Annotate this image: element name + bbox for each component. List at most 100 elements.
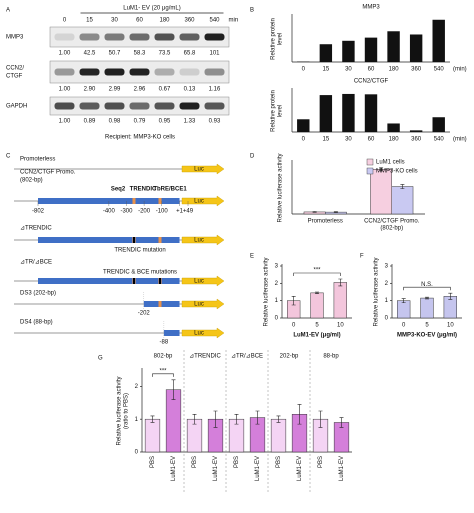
x-tick-label: PBS	[192, 456, 198, 468]
position-label: -400	[103, 209, 116, 215]
error-bar	[315, 291, 319, 295]
y-axis-label: Relative luciferase activity	[117, 376, 123, 445]
error-bar	[312, 211, 317, 213]
row-label: MMP3	[6, 35, 24, 41]
panel-letter: D	[250, 154, 255, 160]
bar	[310, 292, 324, 319]
y-axis-label: Relative luciferase activity	[278, 153, 284, 222]
x-tick-label: 360	[411, 137, 422, 143]
construct-label: CCN2/CTGF Promo.	[20, 170, 76, 176]
bar	[364, 37, 378, 62]
recipient-label: Recipient: MMP3-KO cells	[105, 135, 175, 141]
luc-label: Luc	[194, 238, 204, 244]
blot-band	[179, 33, 200, 41]
position-label: +1	[176, 209, 184, 215]
blot-band	[204, 33, 225, 41]
error-bar	[379, 167, 384, 172]
element-label: TRENDIC	[130, 187, 157, 193]
x-tick-label: 180	[389, 137, 400, 143]
y-tick-label: 0	[385, 316, 389, 322]
panel-letter: E	[250, 254, 254, 260]
band-quant: 2.90	[84, 87, 96, 93]
y-axis-label: level	[278, 33, 284, 45]
panel-letter: B	[250, 8, 254, 14]
row-label: GAPDH	[6, 104, 27, 110]
position-label: -802	[32, 209, 45, 215]
band-quant: 50.7	[109, 51, 121, 57]
promoter-box	[38, 237, 180, 243]
x-tick-label: LuM1-EV	[213, 456, 219, 481]
panel-letter: F	[360, 254, 364, 260]
group-label: 202-bp	[280, 354, 299, 360]
x-tick-label: LuM1-EV	[339, 456, 345, 481]
bar	[370, 169, 393, 215]
mutation-note: TRENDIC & BCE mutations	[103, 270, 177, 276]
x-tick-label: PBS	[234, 456, 240, 468]
bar	[364, 94, 378, 132]
band-quant: 0.95	[159, 119, 171, 125]
significance-label: ***	[313, 268, 321, 274]
blot-band	[54, 102, 75, 110]
y-tick-label: 2	[385, 281, 389, 287]
x-tick-label: PBS	[318, 456, 324, 468]
band-quant: 1.00	[59, 51, 71, 57]
element-mark	[158, 301, 162, 307]
bar	[319, 95, 333, 132]
y-tick-label: 1	[385, 298, 389, 304]
luc-arrow	[181, 234, 225, 246]
blot-band	[79, 33, 100, 41]
position-label: -200	[138, 209, 151, 215]
significance-bracket	[152, 373, 174, 377]
error-bar	[425, 296, 429, 300]
y-axis-label: Relative protein	[271, 90, 277, 132]
x-tick-label: 540	[434, 67, 445, 73]
y-axis-label: (ratio to PBS)	[124, 393, 130, 429]
lane-label: 360	[184, 18, 195, 24]
bar	[297, 119, 310, 132]
blot-band	[129, 33, 150, 41]
x-tick-label: 0	[402, 323, 406, 329]
blot-band	[129, 68, 150, 76]
significance-label: N.S.	[421, 282, 433, 288]
band-quant: 2.96	[134, 87, 146, 93]
position-label: -300	[120, 209, 133, 215]
band-quant: 65.8	[184, 51, 196, 57]
promoter-box	[143, 301, 180, 307]
luc-arrow	[181, 298, 225, 310]
band-quant: 42.5	[84, 51, 96, 57]
treatment-label: LuM1- EV (20 μg/mL)	[123, 6, 180, 12]
construct-label: DS3 (202-bp)	[20, 291, 56, 297]
y-tick-label: 2	[275, 281, 279, 287]
bar	[391, 186, 414, 215]
y-axis-label: Relative protein	[271, 18, 277, 60]
panel-letter: C	[6, 154, 11, 160]
blot-band	[204, 102, 225, 110]
lane-label: 0	[63, 18, 67, 24]
x-unit: (min)	[453, 67, 467, 73]
blot-band	[104, 33, 125, 41]
y-axis-label: level	[278, 105, 284, 117]
x-tick-label: LuM1-EV	[297, 456, 303, 481]
x-tick-label: 30	[345, 67, 352, 73]
x-tick-label: 5	[425, 323, 429, 329]
bar	[319, 44, 333, 62]
error-bar	[150, 415, 155, 423]
x-tick-label: 360	[411, 67, 422, 73]
luc-label: Luc	[194, 302, 204, 308]
blot-band	[129, 102, 150, 110]
group-label: 88-bp	[323, 354, 339, 360]
luc-arrow	[181, 275, 225, 287]
bar	[387, 31, 400, 62]
x-tick-label: 30	[345, 137, 352, 143]
blot-band	[154, 33, 175, 41]
band-quant: 0.67	[159, 87, 171, 93]
mutation-mark	[133, 278, 135, 284]
error-bar	[333, 211, 338, 213]
element-mark	[132, 198, 136, 204]
x-tick-label: LuM1-EV	[255, 456, 261, 481]
error-bar	[339, 417, 344, 428]
x-tick-label: 15	[323, 137, 330, 143]
blot-band	[179, 68, 200, 76]
y-tick-label: 2	[135, 384, 139, 390]
